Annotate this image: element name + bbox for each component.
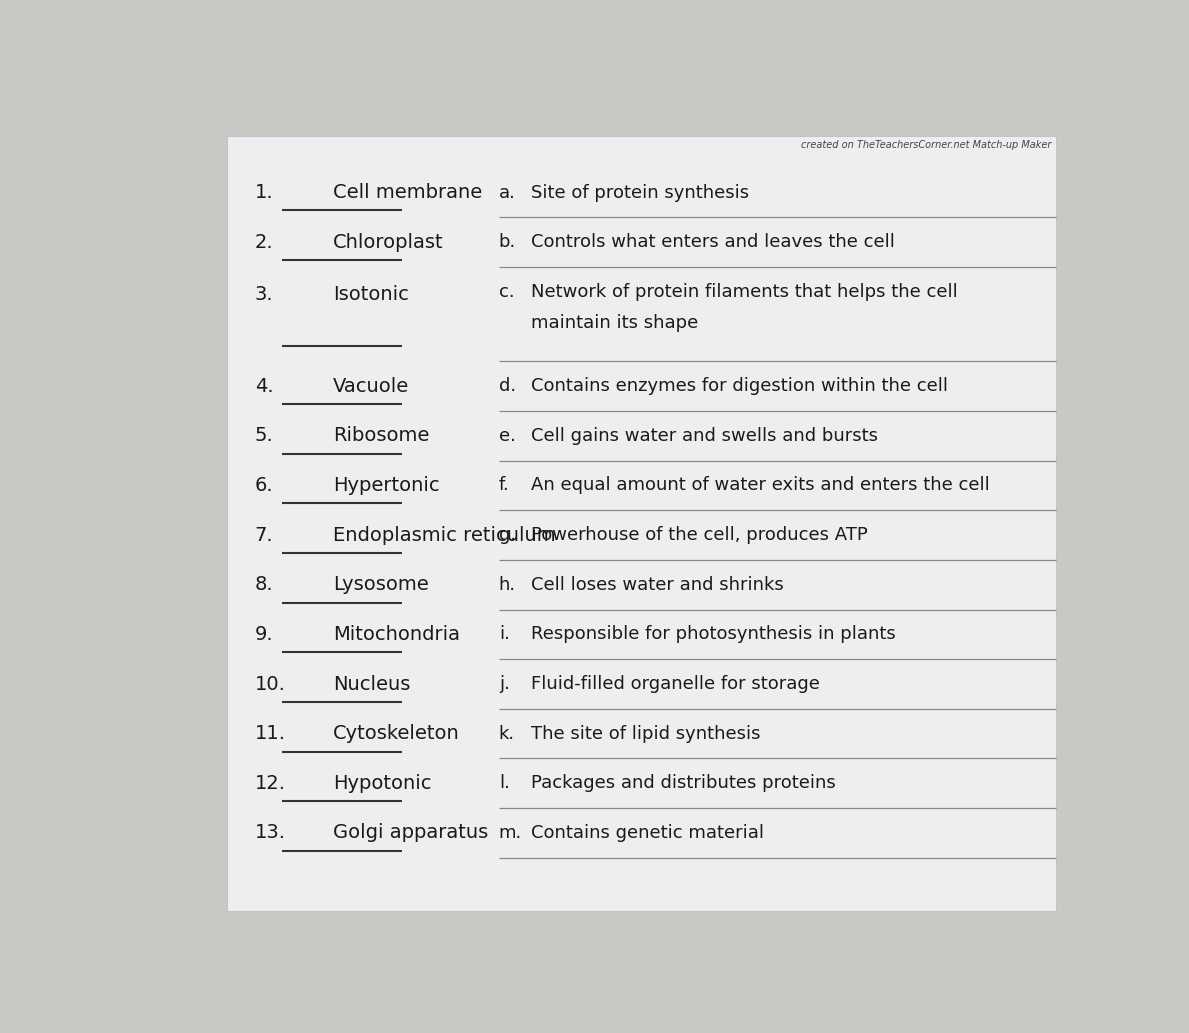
Text: Controls what enters and leaves the cell: Controls what enters and leaves the cell xyxy=(531,233,895,251)
Text: Cell loses water and shrinks: Cell loses water and shrinks xyxy=(531,575,784,594)
Text: 9.: 9. xyxy=(254,625,273,644)
Text: Hypotonic: Hypotonic xyxy=(333,774,432,792)
Text: d.: d. xyxy=(499,377,516,396)
Text: a.: a. xyxy=(499,184,516,201)
Text: Golgi apparatus: Golgi apparatus xyxy=(333,823,489,843)
Text: i.: i. xyxy=(499,625,510,644)
Text: 13.: 13. xyxy=(254,823,285,843)
Text: k.: k. xyxy=(499,725,515,743)
Text: e.: e. xyxy=(499,427,516,445)
Text: Chloroplast: Chloroplast xyxy=(333,232,443,252)
Text: 2.: 2. xyxy=(254,232,273,252)
Text: Site of protein synthesis: Site of protein synthesis xyxy=(531,184,749,201)
Text: Lysosome: Lysosome xyxy=(333,575,429,594)
Text: 6.: 6. xyxy=(254,476,273,495)
Text: maintain its shape: maintain its shape xyxy=(531,314,698,332)
Text: 5.: 5. xyxy=(254,427,273,445)
Text: Contains genetic material: Contains genetic material xyxy=(531,824,765,842)
Text: Responsible for photosynthesis in plants: Responsible for photosynthesis in plants xyxy=(531,625,895,644)
Text: 7.: 7. xyxy=(254,526,273,544)
Text: Contains enzymes for digestion within the cell: Contains enzymes for digestion within th… xyxy=(531,377,948,396)
Text: b.: b. xyxy=(499,233,516,251)
Text: 11.: 11. xyxy=(254,724,285,743)
Text: 10.: 10. xyxy=(254,675,285,693)
Text: Cell gains water and swells and bursts: Cell gains water and swells and bursts xyxy=(531,427,877,445)
Text: c.: c. xyxy=(499,283,515,301)
Text: Fluid-filled organelle for storage: Fluid-filled organelle for storage xyxy=(531,675,820,693)
Text: Isotonic: Isotonic xyxy=(333,285,409,304)
Text: 8.: 8. xyxy=(254,575,273,594)
Text: 3.: 3. xyxy=(254,285,273,304)
Text: Mitochondria: Mitochondria xyxy=(333,625,460,644)
Text: Cytoskeleton: Cytoskeleton xyxy=(333,724,460,743)
Text: Cell membrane: Cell membrane xyxy=(333,183,483,202)
Text: created on TheTeachersCorner.net Match-up Maker: created on TheTeachersCorner.net Match-u… xyxy=(801,139,1052,150)
Text: Powerhouse of the cell, produces ATP: Powerhouse of the cell, produces ATP xyxy=(531,526,868,544)
Text: Endoplasmic reticulum: Endoplasmic reticulum xyxy=(333,526,555,544)
FancyBboxPatch shape xyxy=(227,136,1056,911)
Text: 1.: 1. xyxy=(254,183,273,202)
Text: j.: j. xyxy=(499,675,510,693)
Text: l.: l. xyxy=(499,775,510,792)
Text: An equal amount of water exits and enters the cell: An equal amount of water exits and enter… xyxy=(531,476,989,495)
Text: Nucleus: Nucleus xyxy=(333,675,410,693)
Text: m.: m. xyxy=(499,824,522,842)
Text: h.: h. xyxy=(499,575,516,594)
Text: Network of protein filaments that helps the cell: Network of protein filaments that helps … xyxy=(531,283,958,301)
Text: 12.: 12. xyxy=(254,774,285,792)
Text: 4.: 4. xyxy=(254,377,273,396)
Text: Vacuole: Vacuole xyxy=(333,377,409,396)
Text: Hypertonic: Hypertonic xyxy=(333,476,440,495)
Text: f.: f. xyxy=(499,476,510,495)
Text: g.: g. xyxy=(499,526,516,544)
Text: Packages and distributes proteins: Packages and distributes proteins xyxy=(531,775,836,792)
Text: The site of lipid synthesis: The site of lipid synthesis xyxy=(531,725,761,743)
Text: Ribosome: Ribosome xyxy=(333,427,429,445)
